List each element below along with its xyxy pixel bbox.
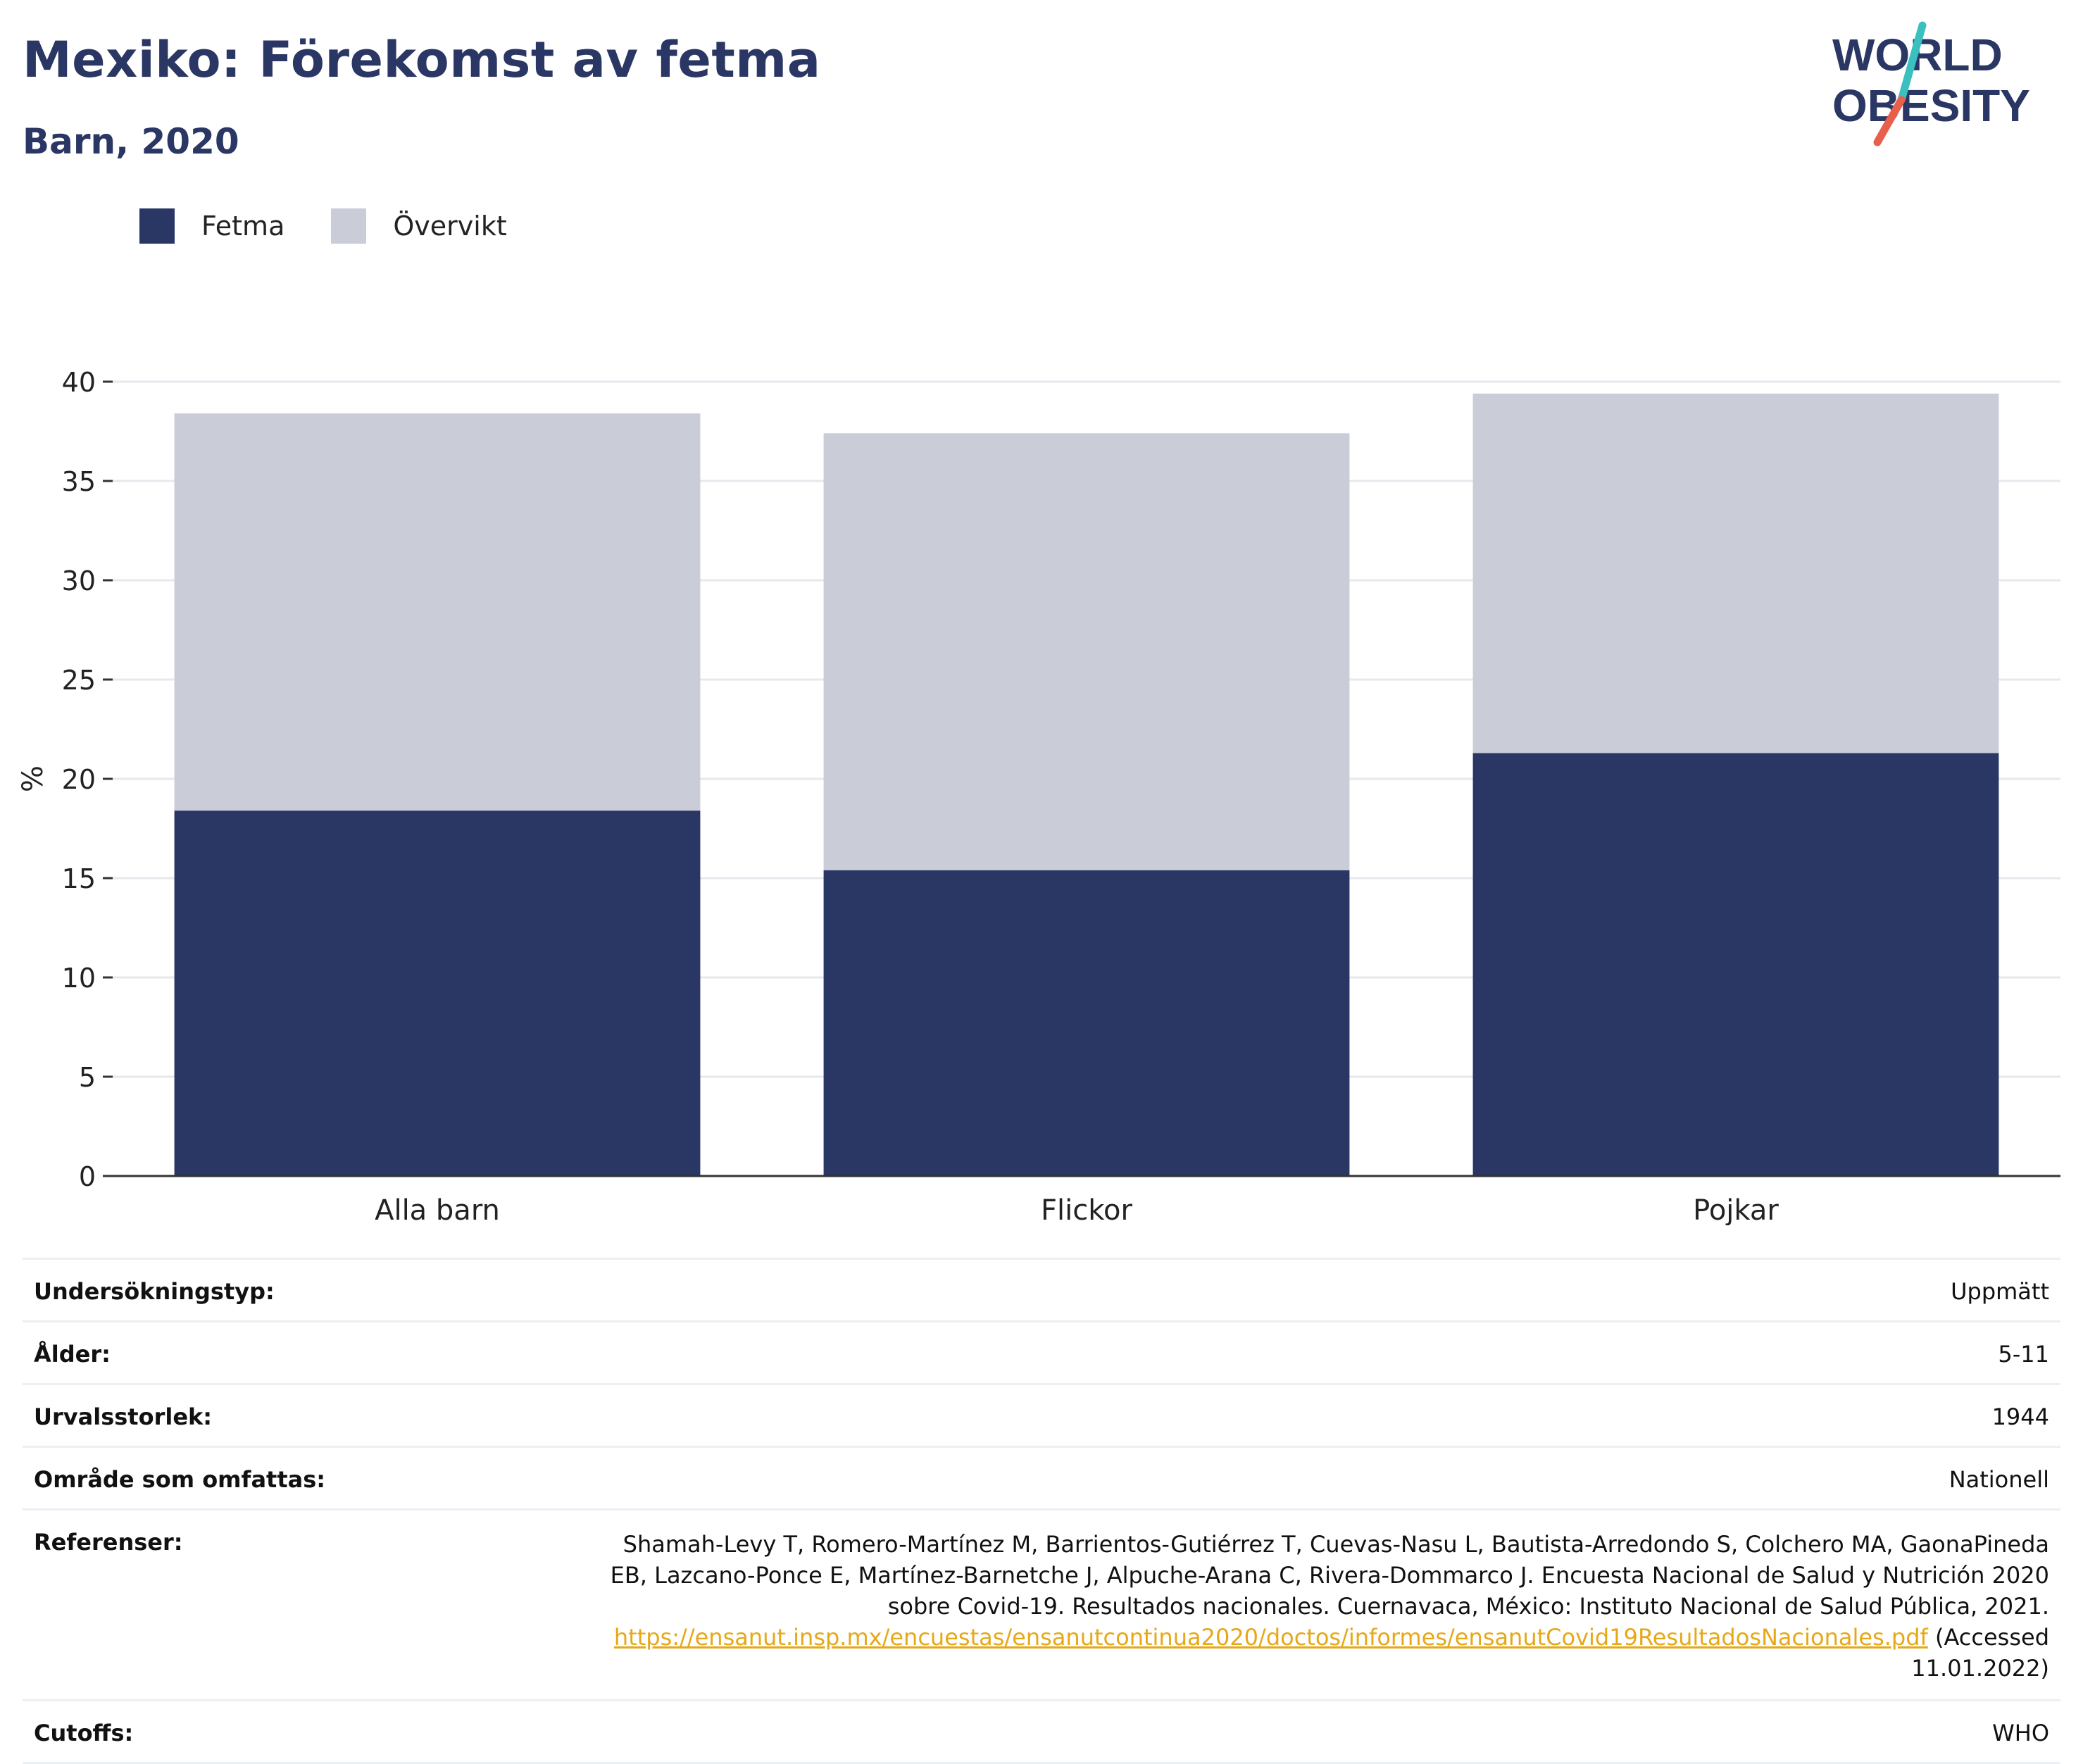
info-key: Referenser: xyxy=(34,1529,183,1556)
chart-subtitle: Barn, 2020 xyxy=(23,121,239,162)
bar-overvikt xyxy=(823,433,1350,870)
legend: Fetma Övervikt xyxy=(139,208,553,244)
info-value: WHO xyxy=(1992,1720,2049,1746)
info-key: Urvalsstorlek: xyxy=(34,1403,213,1430)
y-tick-label: 30 xyxy=(62,565,96,596)
y-tick-label: 10 xyxy=(62,963,96,994)
x-tick-label: Pojkar xyxy=(1693,1194,1779,1225)
references-accessed: (Accessed 11.01.2022) xyxy=(1911,1624,2049,1682)
y-tick-label: 5 xyxy=(79,1062,96,1093)
bar-overvikt xyxy=(1472,393,1999,753)
legend-swatch-overvikt xyxy=(331,208,367,244)
y-axis-label: % xyxy=(17,765,49,792)
info-row-references: Referenser: Shamah-Levy T, Romero-Martín… xyxy=(23,1508,2060,1699)
references-value: Shamah-Levy T, Romero-Martínez M, Barrie… xyxy=(606,1529,2049,1684)
info-value: 5-11 xyxy=(1998,1341,2049,1368)
bar-fetma xyxy=(1472,753,1999,1176)
info-value: 1944 xyxy=(1991,1403,2049,1430)
chart-title: Mexiko: Förekomst av fetma xyxy=(23,31,821,89)
legend-item-fetma[interactable]: Fetma xyxy=(139,208,284,244)
x-tick-label: Flickor xyxy=(1041,1194,1132,1225)
info-value: Nationell xyxy=(1948,1466,2049,1493)
info-key: Område som omfattas: xyxy=(34,1466,326,1493)
bar-fetma xyxy=(823,870,1350,1176)
y-tick-label: 15 xyxy=(62,863,96,894)
logo-slash-top xyxy=(1897,21,1927,104)
logo-slash-bottom xyxy=(1873,96,1906,146)
y-tick-label: 25 xyxy=(62,665,96,696)
legend-swatch-fetma xyxy=(139,208,175,244)
x-tick-label: Alla barn xyxy=(375,1194,500,1225)
info-row-coverage: Område som omfattas: Nationell xyxy=(23,1446,2060,1508)
legend-label-fetma: Fetma xyxy=(201,211,285,242)
info-key: Undersökningstyp: xyxy=(34,1278,275,1305)
references-link[interactable]: https://ensanut.insp.mx/encuestas/ensanu… xyxy=(613,1624,1928,1651)
info-row-survey-type: Undersökningstyp: Uppmätt xyxy=(23,1258,2060,1320)
legend-label-overvikt: Övervikt xyxy=(393,211,507,242)
bar-overvikt xyxy=(174,413,701,811)
info-row-sample-size: Urvalsstorlek: 1944 xyxy=(23,1383,2060,1446)
info-table: Undersökningstyp: Uppmätt Ålder: 5-11 Ur… xyxy=(23,1258,2060,1764)
world-obesity-logo: WORLD OBESITY xyxy=(1832,21,2030,146)
legend-item-overvikt[interactable]: Övervikt xyxy=(331,208,507,244)
bar-chart: 0 5 10 15 20 25 30 35 40 Alla barn Flickor Pojkar% xyxy=(17,367,2060,1225)
y-tick-label: 40 xyxy=(62,367,96,398)
info-key: Ålder: xyxy=(34,1341,111,1368)
bar-fetma xyxy=(174,811,701,1176)
y-tick-label: 35 xyxy=(62,466,96,497)
logo-text-obesity: OBESITY xyxy=(1832,80,2030,131)
y-tick-label: 20 xyxy=(62,764,96,795)
references-text: Shamah-Levy T, Romero-Martínez M, Barrie… xyxy=(610,1531,2049,1620)
info-row-age: Ålder: 5-11 xyxy=(23,1320,2060,1383)
y-tick-label: 0 xyxy=(79,1161,96,1192)
info-row-cutoffs: Cutoffs: WHO xyxy=(23,1699,2060,1764)
info-value: Uppmätt xyxy=(1951,1278,2049,1305)
info-key: Cutoffs: xyxy=(34,1720,134,1746)
